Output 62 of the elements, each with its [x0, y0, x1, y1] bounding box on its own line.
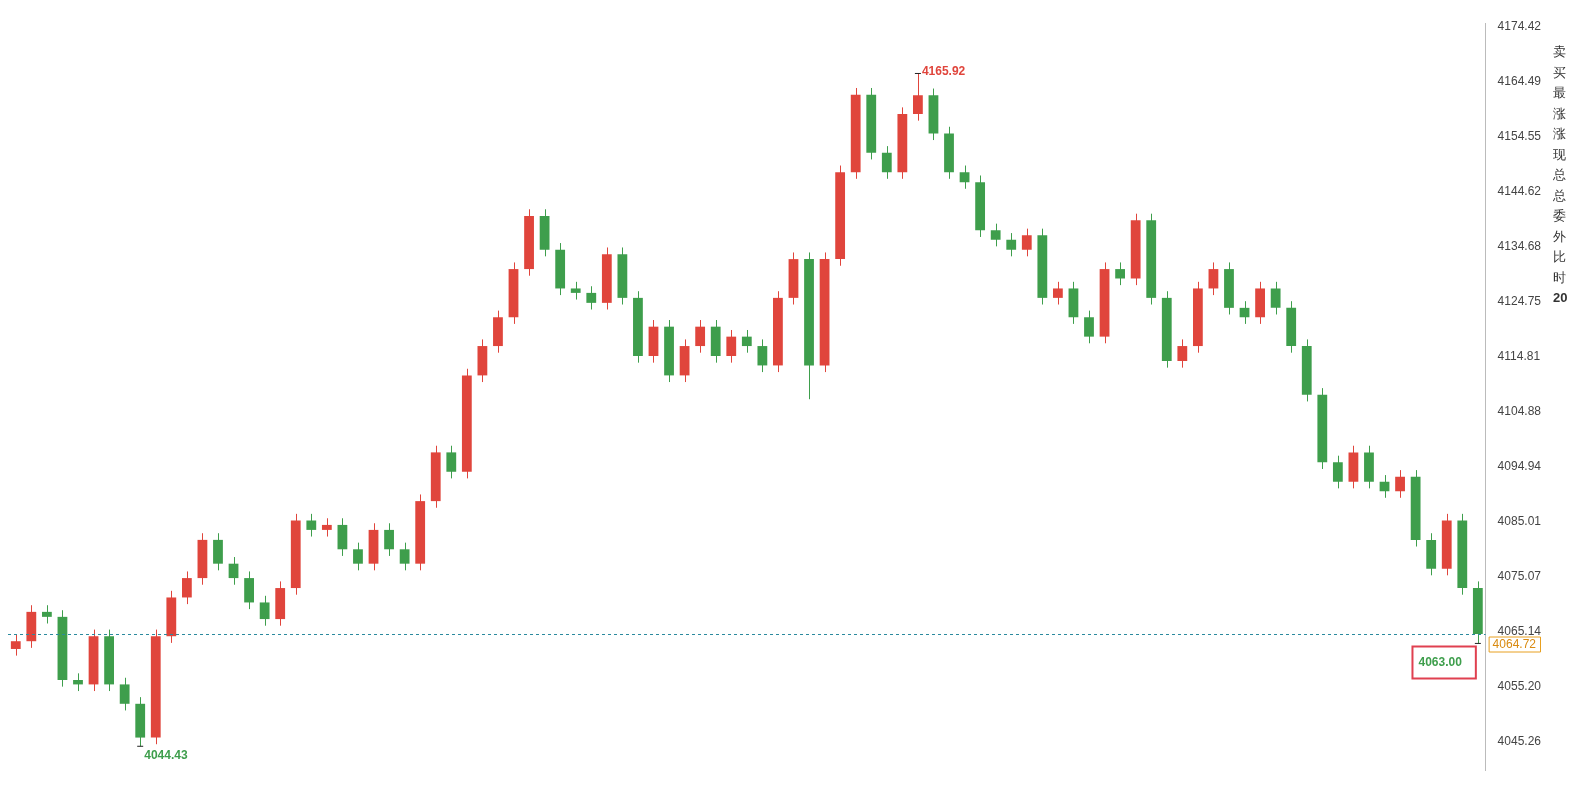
candlestick: [741, 329, 752, 354]
candlestick: [990, 223, 1001, 247]
candlestick: [1052, 281, 1063, 306]
y-tick-label: 4104.88: [1497, 403, 1542, 418]
y-tick-label: 4134.68: [1497, 238, 1542, 253]
candlestick: [384, 522, 394, 557]
candlestick: [321, 517, 332, 538]
text: 总: [1553, 186, 1567, 205]
candlestick: [119, 677, 130, 711]
text: 比: [1553, 248, 1567, 266]
text: 现: [1553, 145, 1567, 164]
text: 涨: [1553, 125, 1567, 143]
candlestick: [1177, 338, 1188, 369]
candlestick: [213, 532, 223, 571]
text: 最: [1553, 84, 1567, 102]
candlestick: [1084, 310, 1094, 344]
annotation: 4063.00: [1418, 654, 1463, 669]
annotation: 4165.92: [921, 63, 966, 78]
candlestick: [1270, 281, 1281, 315]
text: 涨: [1553, 104, 1567, 123]
text: 买: [1553, 63, 1567, 82]
candlestick: [881, 145, 892, 180]
candlestick: [353, 542, 363, 571]
annotation: 4044.43: [144, 747, 188, 762]
ref-line-label: 4064.72: [1492, 636, 1537, 651]
y-tick-label: 4174.42: [1497, 18, 1542, 33]
y-tick-label: 4094.94: [1497, 458, 1542, 473]
candlestick: [1332, 455, 1343, 489]
candlestick: [1395, 469, 1405, 499]
candlestick: [1006, 232, 1017, 257]
candlestick: [446, 445, 457, 479]
y-tick-label: 4144.62: [1497, 183, 1542, 198]
y-tick-label: 4124.75: [1497, 293, 1542, 308]
y-tick-label: 4085.01: [1497, 513, 1542, 528]
candlestick: [757, 338, 768, 373]
y-tick-label: 4065.14: [1497, 623, 1542, 638]
candlestick: [181, 570, 192, 605]
candlestick: [1021, 228, 1032, 257]
y-tick-label: 4114.81: [1497, 348, 1541, 363]
candlestick: [41, 604, 52, 624]
text: 外: [1553, 227, 1567, 246]
candlestick: [306, 513, 317, 538]
text: 卖: [1553, 43, 1567, 61]
text: 总: [1553, 166, 1567, 184]
candlestick: [959, 165, 970, 190]
candlestick: [586, 285, 597, 310]
candlestick: [399, 542, 410, 571]
y-tick-label: 4164.49: [1497, 73, 1542, 88]
candlestick: [913, 72, 923, 122]
y-tick-label: 4075.07: [1497, 568, 1542, 583]
text: 时: [1553, 268, 1567, 287]
candlestick: [259, 595, 270, 627]
y-tick-label: 4154.55: [1497, 128, 1542, 143]
text: 委: [1553, 207, 1567, 225]
candlestick: [1208, 261, 1219, 296]
text: 20: [1553, 289, 1569, 307]
y-tick-label: 4055.20: [1497, 678, 1542, 693]
candlestick: [695, 319, 706, 354]
y-tick-label: 4045.26: [1497, 733, 1542, 748]
candlestick: [1115, 261, 1126, 286]
candlestick: [726, 329, 737, 364]
candlestick: [10, 634, 21, 657]
